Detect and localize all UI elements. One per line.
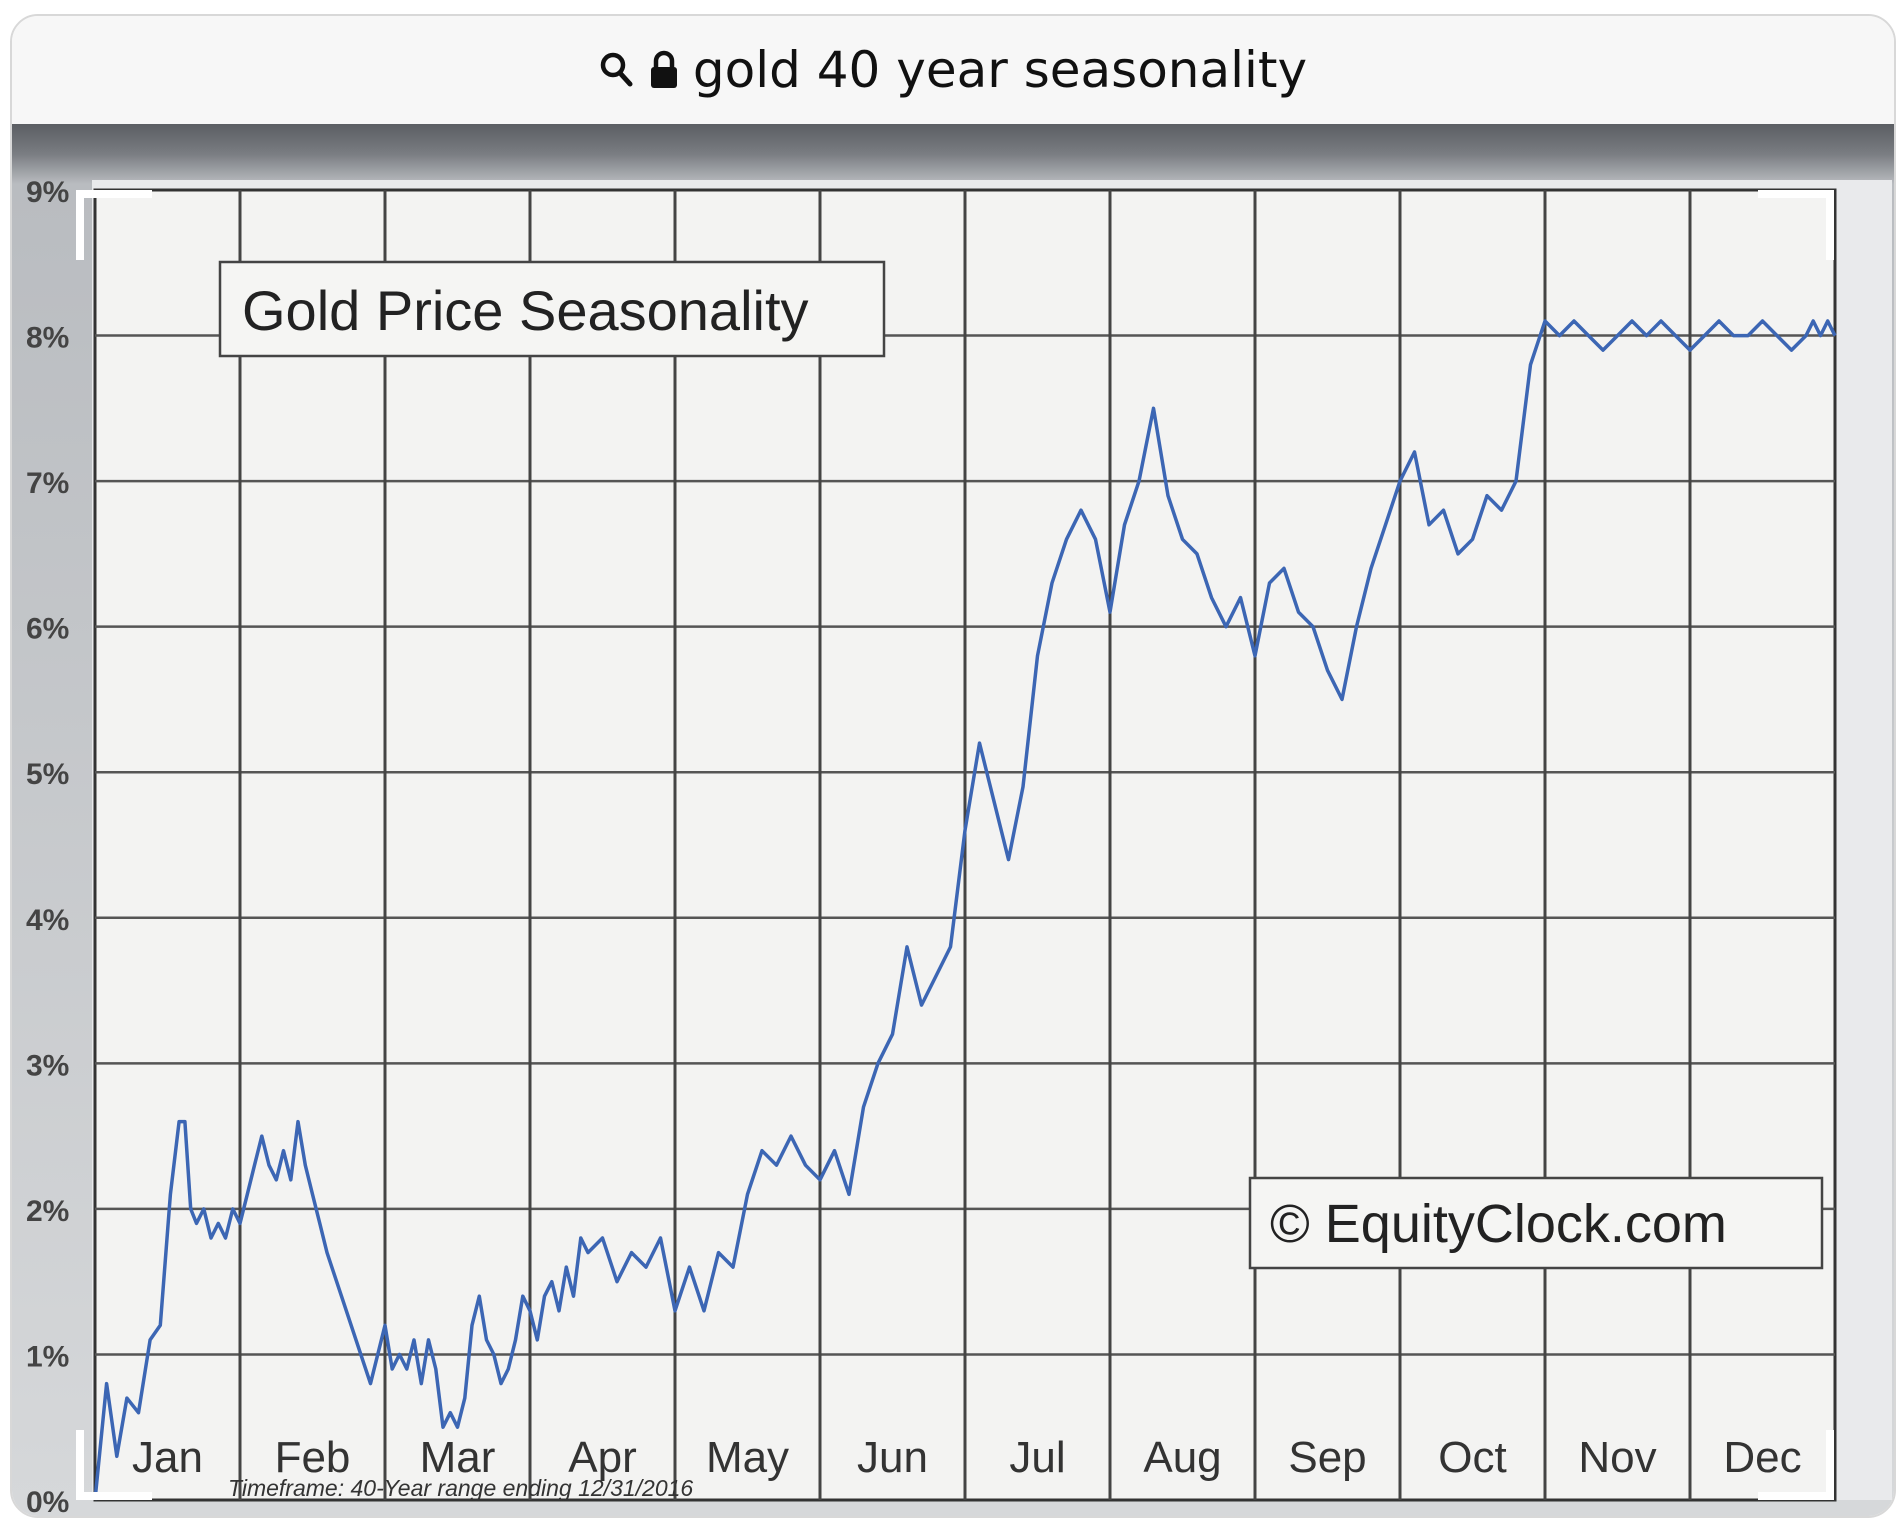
- grid: [95, 190, 1835, 1500]
- y-tick-label: 8%: [26, 322, 69, 355]
- x-tick-label: Jul: [1009, 1433, 1065, 1482]
- y-tick-label: 9%: [26, 176, 69, 209]
- y-tick-label: 5%: [26, 758, 69, 791]
- photo-crop-corners: [76, 190, 1834, 1500]
- y-tick-label: 7%: [26, 467, 69, 500]
- chart-title: Gold Price Seasonality: [242, 279, 809, 342]
- search-icon: [600, 52, 633, 87]
- x-tick-label: Aug: [1143, 1433, 1221, 1482]
- series-line: [93, 319, 1837, 1501]
- y-tick-label: 2%: [26, 1195, 69, 1228]
- chart-title-box: Gold Price Seasonality: [218, 260, 886, 358]
- y-tick-label: 0%: [26, 1486, 69, 1519]
- x-tick-label: Apr: [568, 1433, 636, 1482]
- x-axis-ticks: Jan Feb Mar Apr May Jun Jul Aug Sep Oct Nov Dec: [132, 1433, 1802, 1482]
- x-tick-label: Oct: [1438, 1433, 1506, 1482]
- x-tick-label: Nov: [1578, 1433, 1656, 1482]
- watermark-box: © EquityClock.com: [1248, 1176, 1824, 1270]
- y-tick-label: 6%: [26, 613, 69, 646]
- y-tick-label: 1%: [26, 1340, 69, 1373]
- lock-icon: [650, 50, 677, 88]
- x-tick-label: Sep: [1288, 1433, 1366, 1482]
- y-axis-ticks: 0% 1% 2% 3% 4% 5% 6% 7% 8% 9%: [26, 176, 69, 1519]
- footnote: Timeframe: 40-Year range ending 12/31/20…: [228, 1475, 693, 1501]
- x-tick-label: Jun: [857, 1433, 928, 1482]
- x-tick-label: Feb: [275, 1433, 351, 1482]
- url-bar[interactable]: gold 40 year seasonality: [12, 16, 1894, 124]
- x-tick-label: Dec: [1723, 1433, 1801, 1482]
- x-tick-label: Mar: [420, 1433, 496, 1482]
- x-tick-label: May: [706, 1433, 789, 1482]
- x-tick-label: Jan: [132, 1433, 203, 1482]
- watermark-text: © EquityClock.com: [1270, 1194, 1727, 1254]
- url-text: gold 40 year seasonality: [692, 41, 1308, 99]
- y-tick-label: 3%: [26, 1049, 69, 1082]
- y-tick-label: 4%: [26, 904, 69, 937]
